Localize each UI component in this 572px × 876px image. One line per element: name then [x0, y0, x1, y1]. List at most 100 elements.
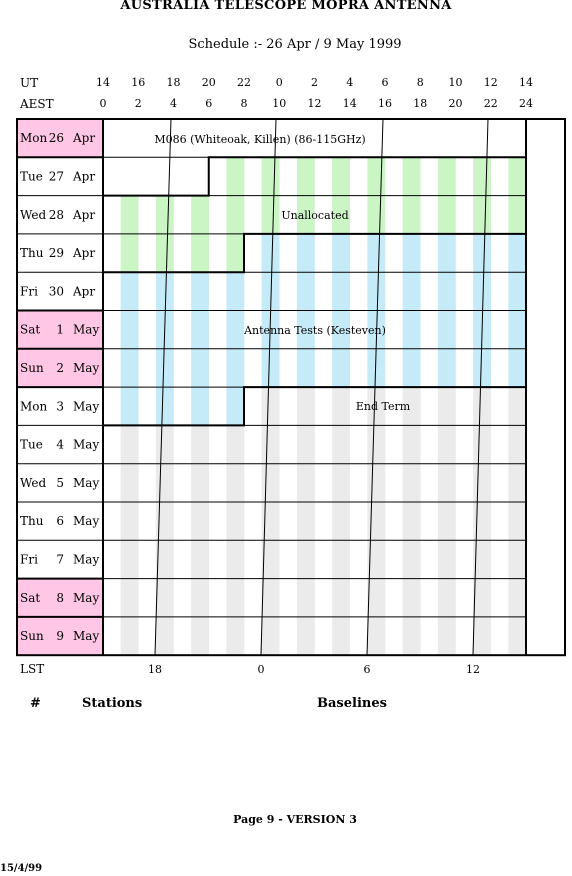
hour-stripe [226, 348, 245, 388]
hour-stripe [508, 157, 527, 196]
hour-stripe [402, 425, 421, 464]
day-cell [17, 195, 103, 234]
hour-stripe [226, 387, 245, 426]
day-date: 8 [56, 591, 64, 605]
hour-stripe [191, 578, 210, 617]
hour-stripe [191, 387, 210, 426]
hour-stripe [226, 157, 245, 196]
ut-axis-label: UT [20, 76, 39, 90]
hour-stripe [332, 310, 351, 349]
day-date: 5 [56, 476, 64, 490]
hour-stripe [120, 195, 139, 234]
day-month: Apr [72, 131, 95, 145]
hour-stripe [473, 272, 492, 311]
block-label: Unallocated [281, 209, 348, 222]
block-boundary [103, 156, 526, 197]
hour-stripe [437, 157, 456, 196]
lst-axis-label: LST [20, 662, 45, 676]
hour-stripe [261, 272, 280, 311]
hour-stripe [437, 272, 456, 311]
hour-stripe [191, 310, 210, 349]
day-month: May [73, 361, 99, 375]
day-date: 9 [56, 629, 64, 643]
hour-stripe [402, 578, 421, 617]
hour-stripe [191, 195, 210, 234]
hour-stripe [261, 195, 280, 234]
hour-stripe [120, 616, 139, 656]
day-name: Mon [20, 399, 48, 413]
hour-stripe [226, 425, 245, 464]
hour-stripe [261, 540, 280, 579]
hour-stripe [332, 272, 351, 311]
tick-label: 8 [416, 76, 424, 89]
hour-stripe [473, 233, 492, 273]
day-cell [17, 387, 103, 426]
hour-stripe [367, 425, 386, 464]
day-name: Mon [20, 131, 48, 145]
hour-stripe [226, 616, 245, 656]
block-boundary [103, 232, 526, 274]
day-name: Thu [20, 246, 44, 260]
lst-line [154, 118, 172, 656]
day-cell [17, 157, 103, 196]
hour-stripe [473, 540, 492, 579]
hour-stripe [508, 578, 527, 617]
day-cell [17, 616, 103, 656]
day-month: May [73, 476, 99, 490]
hour-stripe [437, 387, 456, 426]
hour-stripe [332, 233, 351, 273]
day-month: May [73, 552, 99, 566]
hour-stripe [473, 502, 492, 541]
day-month: May [73, 323, 99, 337]
hour-stripe [296, 348, 315, 388]
block-label: M086 (Whiteoak, Killen) (86-115GHz) [154, 133, 365, 146]
hour-stripe [332, 387, 351, 426]
hour-stripe [473, 348, 492, 388]
day-name: Sun [20, 361, 44, 375]
hour-stripe [261, 157, 280, 196]
hour-stripe [155, 195, 174, 234]
column-header-stations: Stations [82, 696, 143, 711]
hour-stripe [261, 616, 280, 656]
hour-stripe [473, 578, 492, 617]
hour-stripe [191, 463, 210, 502]
hour-stripe [120, 310, 139, 349]
day-name: Tue [20, 438, 43, 452]
hour-stripe [402, 233, 421, 273]
hour-stripe [120, 425, 139, 464]
hour-stripe [261, 233, 280, 273]
tick-label: 14 [519, 76, 533, 89]
tick-label: 14 [342, 97, 357, 110]
tick-label: 18 [413, 97, 428, 110]
tick-label: 20 [201, 76, 216, 89]
hour-stripe [296, 463, 315, 502]
hour-stripe [437, 463, 456, 502]
hour-stripe [367, 387, 386, 426]
day-cell [17, 348, 103, 388]
hour-stripe [120, 578, 139, 617]
hour-stripe [296, 502, 315, 541]
day-date: 2 [56, 361, 64, 375]
hour-stripe [437, 578, 456, 617]
day-cell [17, 540, 103, 579]
day-cell [17, 233, 103, 273]
hour-stripe [261, 387, 280, 426]
tick-label: 8 [240, 97, 248, 110]
hour-stripe [473, 463, 492, 502]
tick-label: 22 [483, 97, 498, 110]
day-cell [17, 502, 103, 541]
hour-stripe [332, 195, 351, 234]
tick-label: 6 [363, 663, 371, 676]
hour-stripe [508, 616, 527, 656]
hour-stripe [402, 272, 421, 311]
hour-stripe [120, 540, 139, 579]
day-month: Apr [72, 169, 95, 183]
hour-stripe [261, 425, 280, 464]
hour-stripe [332, 502, 351, 541]
hour-stripe [120, 463, 139, 502]
day-month: May [73, 591, 99, 605]
day-date: 29 [49, 246, 64, 260]
hour-stripe [261, 348, 280, 388]
hour-stripe [508, 502, 527, 541]
